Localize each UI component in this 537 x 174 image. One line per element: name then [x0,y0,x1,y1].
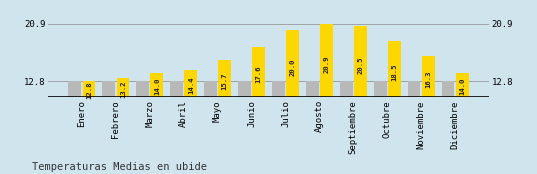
Text: 15.7: 15.7 [222,72,228,90]
Bar [252,47,265,97]
Bar [272,81,285,97]
Bar [238,81,251,97]
Bar [456,73,469,97]
Text: 18.5: 18.5 [391,63,397,81]
Text: 14.0: 14.0 [459,77,465,95]
Bar [150,73,163,97]
Bar [83,81,96,97]
Bar [306,81,318,97]
Bar [184,70,197,97]
Text: 14.4: 14.4 [188,76,194,94]
Text: 17.6: 17.6 [256,66,262,84]
Bar [374,81,387,97]
Bar [441,81,454,97]
Bar [320,23,333,97]
Bar [388,41,401,97]
Bar [286,30,299,97]
Text: 13.2: 13.2 [120,80,126,98]
Text: 14.0: 14.0 [154,77,160,95]
Bar [422,56,435,97]
Text: 12.8: 12.8 [86,81,92,99]
Bar [102,81,115,97]
Bar [354,26,367,97]
Text: 16.3: 16.3 [425,70,431,88]
Bar [117,78,129,97]
Text: 20.0: 20.0 [289,58,295,76]
Text: 20.9: 20.9 [323,56,330,73]
Bar [170,81,183,97]
Bar [68,81,81,97]
Bar [340,81,353,97]
Bar [408,81,420,97]
Bar [219,61,231,97]
Text: 20.5: 20.5 [358,57,364,74]
Bar [136,81,149,97]
Text: Temperaturas Medias en ubide: Temperaturas Medias en ubide [32,162,207,172]
Bar [204,81,217,97]
